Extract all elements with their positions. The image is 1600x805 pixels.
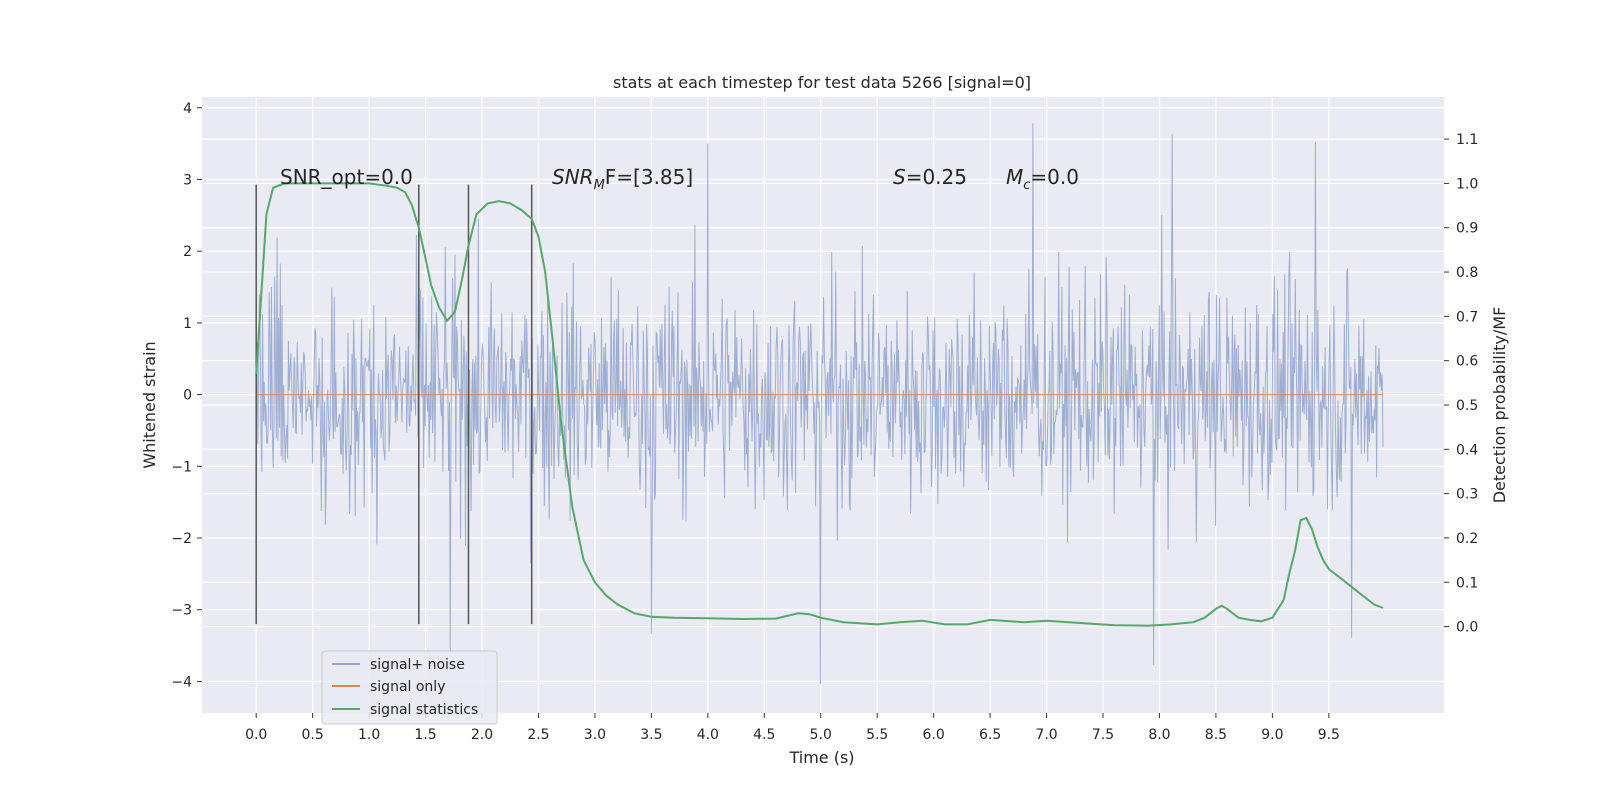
- annotation-snr-mf: SNRMF=[3.85]: [552, 165, 693, 193]
- legend: signal+ noise signal only signal statist…: [321, 650, 498, 725]
- x-tick-label: 7.5: [1092, 727, 1114, 743]
- signal-noise-line: [255, 123, 1384, 685]
- series-signal-statistics: [255, 182, 1384, 627]
- signal-statistics-line: [255, 182, 1384, 627]
- x-axis-label: Time (s): [788, 748, 854, 767]
- y-left-tick-label: 4: [183, 101, 192, 117]
- x-tick-label: 4.5: [753, 727, 775, 743]
- x-tick-label: 9.0: [1261, 727, 1283, 743]
- x-tick-label: 2.5: [527, 727, 549, 743]
- legend-label-signal-noise: signal+ noise: [370, 657, 465, 673]
- y-left-tick-label: −2: [171, 531, 192, 547]
- y-right-tick-label: 0.4: [1456, 442, 1478, 458]
- y-right-tick-label: 0.8: [1456, 265, 1478, 281]
- y-right-tick-label: 0.2: [1456, 531, 1478, 547]
- y-left-tick-label: 0: [183, 388, 192, 404]
- y-right-tick-label: 0.5: [1456, 398, 1478, 414]
- annotation-snr-opt: SNR_opt=0.0: [280, 165, 413, 189]
- x-tick-label: 0.5: [302, 727, 324, 743]
- y-right-tick-label: 0.9: [1456, 221, 1478, 237]
- y-right-axis-ticks: 0.0 0.1 0.2 0.3 0.4 0.5 0.6 0.7 0.8 0.9 1.0 1.1: [1444, 132, 1478, 636]
- x-tick-label: 3.5: [640, 727, 662, 743]
- chart-title: stats at each timestep for test data 526…: [613, 73, 1031, 92]
- y-right-tick-label: 1.1: [1456, 132, 1478, 148]
- y-right-tick-label: 0.6: [1456, 354, 1478, 370]
- y-right-tick-label: 0.0: [1456, 620, 1478, 636]
- s-main: S: [893, 165, 906, 189]
- x-axis-ticks: 0.0 0.5 1.0 1.5 2.0 2.5 3.0 3.5 4.0 4.5 5.0 5.5 6.0 6…: [245, 713, 1340, 743]
- mc-rest: =0.0: [1030, 165, 1079, 189]
- y-left-tick-label: 1: [183, 316, 192, 332]
- x-tick-label: 9.5: [1318, 727, 1340, 743]
- y-left-axis-ticks: −4 −3 −2 −1 0 1 2 3 4: [171, 101, 202, 690]
- y-left-tick-label: −3: [171, 603, 192, 619]
- x-tick-label: 4.0: [697, 727, 719, 743]
- x-tick-label: 1.5: [414, 727, 436, 743]
- x-tick-label: 1.0: [358, 727, 380, 743]
- snr-mf-rest: F=[3.85]: [605, 165, 693, 189]
- y-right-tick-label: 0.1: [1456, 575, 1478, 591]
- snr-mf-sub: M: [594, 178, 605, 193]
- mc-main: M: [1006, 165, 1023, 189]
- y-left-tick-label: 3: [183, 172, 192, 188]
- x-tick-label: 3.0: [584, 727, 606, 743]
- x-tick-label: 5.0: [810, 727, 832, 743]
- y-left-axis-label: Whitened strain: [140, 341, 159, 468]
- legend-box: [321, 650, 498, 725]
- y-right-tick-label: 1.0: [1456, 176, 1478, 192]
- legend-label-signal-statistics: signal statistics: [370, 702, 478, 718]
- x-tick-label: 7.0: [1035, 727, 1057, 743]
- x-tick-label: 0.0: [245, 727, 267, 743]
- y-right-axis-label: Detection probability/MF: [1490, 307, 1509, 504]
- y-right-tick-label: 0.3: [1456, 487, 1478, 503]
- s-rest: =0.25: [906, 165, 967, 189]
- event-markers: [255, 184, 533, 625]
- x-tick-label: 8.0: [1148, 727, 1170, 743]
- series-signal-noise: [255, 123, 1384, 685]
- x-tick-label: 2.0: [471, 727, 493, 743]
- annotation-s: S=0.25: [893, 165, 967, 189]
- x-tick-label: 6.0: [923, 727, 945, 743]
- y-right-tick-label: 0.7: [1456, 309, 1478, 325]
- y-left-tick-label: −4: [171, 674, 192, 690]
- annotation-mc: Mc=0.0: [1006, 165, 1079, 193]
- legend-label-signal-only: signal only: [370, 679, 445, 695]
- x-tick-label: 8.5: [1205, 727, 1227, 743]
- x-tick-label: 6.5: [979, 727, 1001, 743]
- y-left-tick-label: 2: [183, 244, 192, 260]
- y-left-tick-label: −1: [171, 459, 192, 475]
- mc-sub: c: [1023, 178, 1030, 193]
- x-tick-label: 5.5: [866, 727, 888, 743]
- snr-mf-main: SNR: [552, 165, 594, 189]
